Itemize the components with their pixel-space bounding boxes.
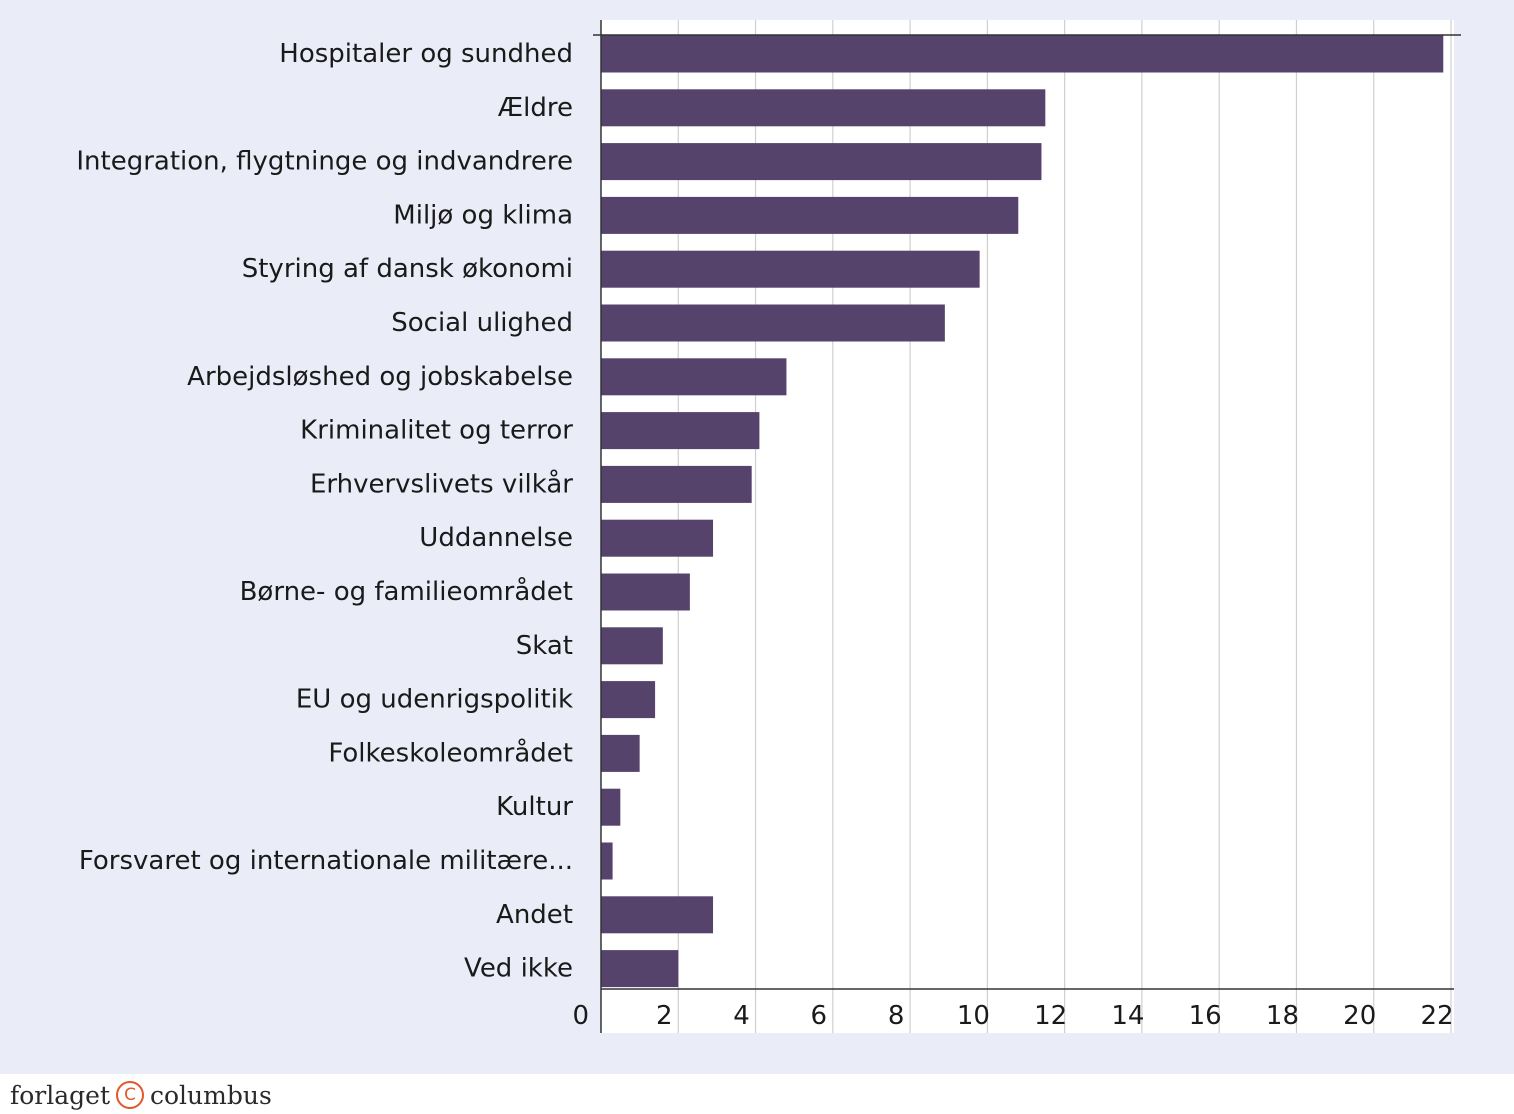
bar <box>601 412 760 450</box>
category-label: Arbejdsløshed og jobskabelse <box>187 362 573 392</box>
axes <box>593 20 1461 1033</box>
chart-panel: Hospitaler og sundhed Ældre Integration, f… <box>0 0 1514 1074</box>
bar <box>601 35 1444 73</box>
category-label: Forsvaret og internationale militære... <box>79 846 573 876</box>
grid-lines <box>677 20 1452 1033</box>
x-tick-label: 20 <box>1343 1001 1376 1031</box>
bar <box>601 734 640 772</box>
x-tick-label: 16 <box>1189 1001 1222 1031</box>
bar <box>601 143 1042 181</box>
x-tick-label: 0 <box>572 1001 589 1031</box>
category-label: Erhvervslivets vilkår <box>310 468 573 499</box>
x-tick-label: 22 <box>1420 1001 1453 1031</box>
publisher-name-right: columbus <box>150 1080 272 1110</box>
bar <box>601 465 752 503</box>
category-label: Ældre <box>498 93 573 123</box>
bar <box>601 89 1046 127</box>
category-label: Styring af dansk økonomi <box>242 254 573 284</box>
x-tick-label: 6 <box>811 1001 828 1031</box>
category-label: EU og udenrigspolitik <box>296 685 573 715</box>
copyright-circle-icon: C <box>116 1081 144 1109</box>
bar <box>601 788 621 826</box>
bar <box>601 627 663 665</box>
category-label: Miljø og klima <box>393 200 573 230</box>
category-label: Børne- og familieområdet <box>240 576 573 607</box>
bar <box>601 250 980 288</box>
bar <box>601 196 1019 234</box>
category-label: Social ulighed <box>391 308 573 338</box>
category-labels: Hospitaler og sundhed Ældre Integration, f… <box>76 39 573 984</box>
bar <box>601 842 613 880</box>
x-tick-label: 12 <box>1034 1001 1067 1031</box>
category-label: Ved ikke <box>464 954 573 984</box>
x-tick-label: 14 <box>1111 1001 1144 1031</box>
category-label: Uddannelse <box>419 523 573 553</box>
category-label: Integration, flygtninge og indvandrere <box>76 147 573 177</box>
plot-area <box>601 20 1454 1033</box>
bar <box>601 358 787 396</box>
publisher-name-left: forlaget <box>10 1080 110 1110</box>
bar-chart: Hospitaler og sundhed Ældre Integration, f… <box>76 20 1461 1033</box>
bar <box>601 573 690 611</box>
x-tick-label: 10 <box>957 1001 990 1031</box>
bar <box>601 950 679 988</box>
bars <box>601 35 1444 988</box>
bar <box>601 681 656 719</box>
category-label: Kriminalitet og terror <box>300 416 573 446</box>
x-tick-label: 18 <box>1266 1001 1299 1031</box>
category-label: Andet <box>496 900 573 930</box>
category-label: Folkeskoleområdet <box>328 737 573 768</box>
x-tick-labels: 0 2 4 6 8 10 12 14 16 18 20 22 <box>572 1001 1453 1031</box>
category-label: Kultur <box>496 792 573 822</box>
category-label: Skat <box>516 631 573 661</box>
publisher-footer: forlaget C columbus <box>10 1076 272 1114</box>
x-tick-label: 4 <box>733 1001 750 1031</box>
category-label: Hospitaler og sundhed <box>279 39 573 69</box>
bar <box>601 519 714 557</box>
x-tick-label: 8 <box>888 1001 905 1031</box>
x-tick-label: 2 <box>656 1001 673 1031</box>
bar <box>601 896 714 934</box>
bar <box>601 304 945 342</box>
